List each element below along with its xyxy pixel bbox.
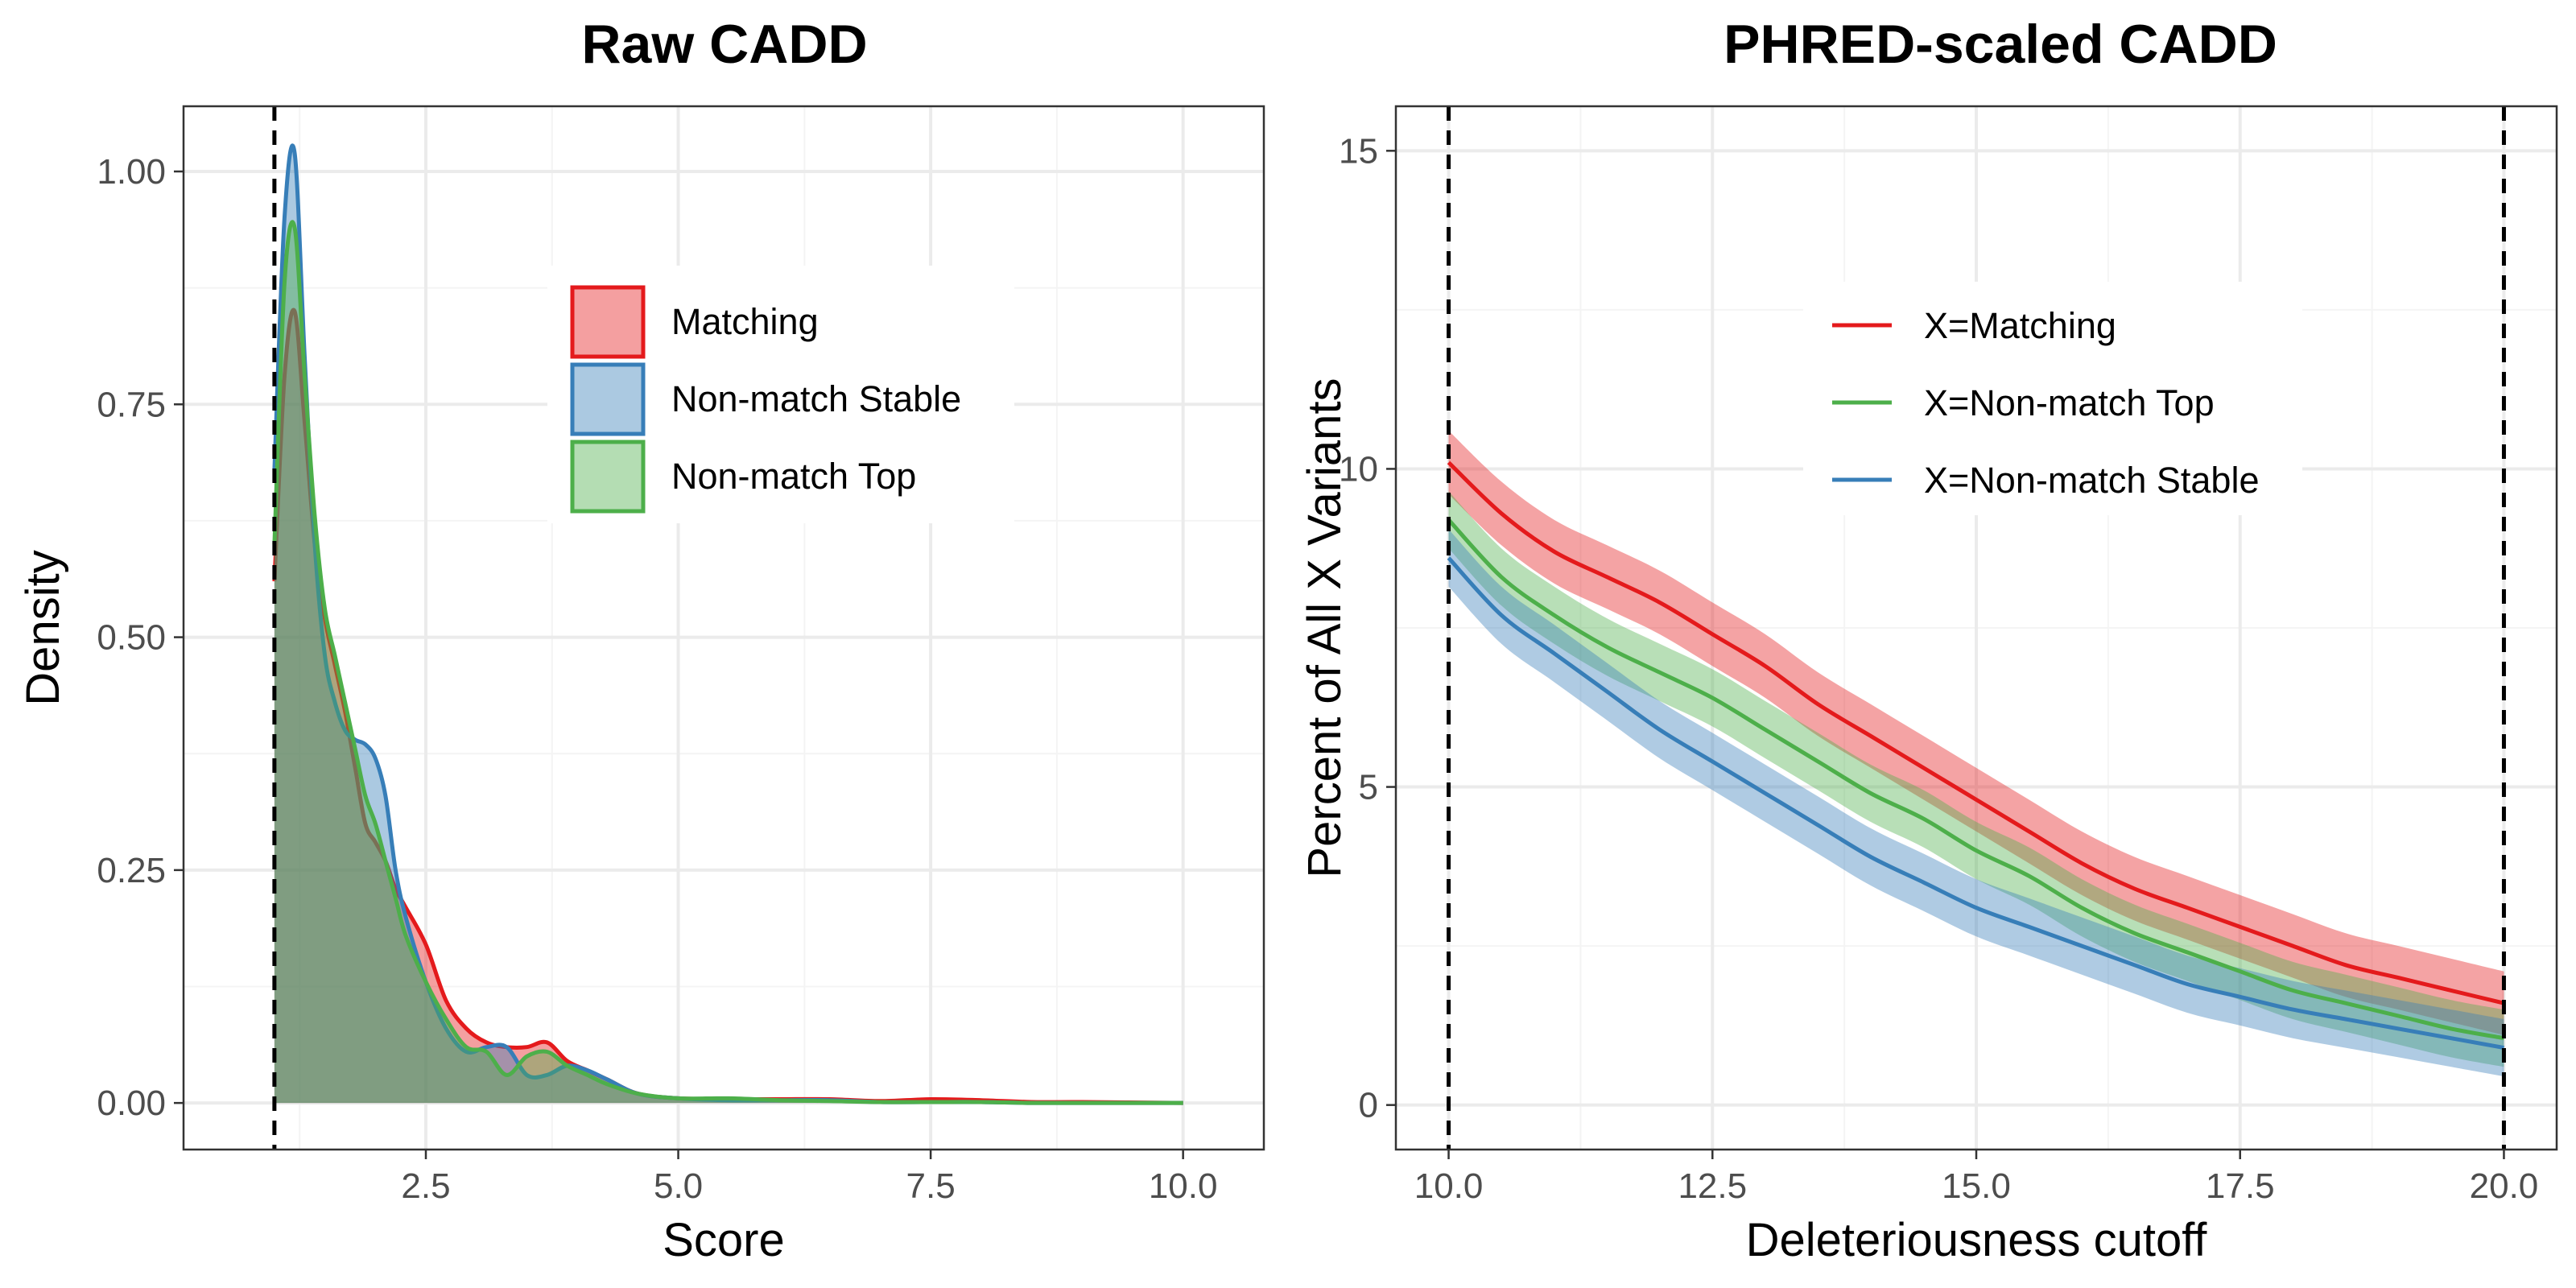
reference-lines-right <box>1447 106 2506 1150</box>
panel-title-left: Raw CADD <box>581 14 867 75</box>
plot-frame-left <box>182 105 1265 1151</box>
x-tick-label: 15.0 <box>1942 1166 2011 1206</box>
x-tick-label: 2.5 <box>401 1166 450 1206</box>
ci-band-2 <box>1448 529 2504 1077</box>
axis-ticks-left: 2.5 5.0 7.5 10.0 0.00 0.25 0.50 0.75 1.00 <box>97 152 1217 1206</box>
x-tick-label: 20.0 <box>2470 1166 2539 1206</box>
ci-band-1 <box>1448 491 2504 1067</box>
legend-label-1: Non-match Stable <box>671 378 961 419</box>
y-tick-label: 10 <box>1339 449 1378 489</box>
x-tick-label: 10.0 <box>1149 1166 1218 1206</box>
legend-background <box>1803 282 2302 515</box>
legend-key-1 <box>570 362 646 436</box>
confidence-bands <box>1448 431 2504 1077</box>
legend-label-1: X=Non-match Top <box>1924 382 2215 423</box>
legend-key-2 <box>570 440 646 514</box>
legend-key-0 <box>570 285 646 359</box>
legend-right: X=Matching X=Non-match Top X=Non-match Sta… <box>1803 282 2302 515</box>
y-tick-label: 0.00 <box>97 1084 166 1123</box>
y-tick-label: 0.50 <box>97 618 166 658</box>
ci-band-0 <box>1448 431 2504 1035</box>
density-area-1 <box>274 145 1183 1104</box>
panel-raw-cadd: Raw CADD 2.5 5.0 7.5 10.0 0.00 0.25 0.50 0.75 1.… <box>17 14 1265 1266</box>
legend-label-2: Non-match Top <box>671 456 916 497</box>
legend-background <box>547 266 1014 523</box>
x-tick-label: 7.5 <box>906 1166 956 1206</box>
legend-label-0: X=Matching <box>1924 305 2116 346</box>
percent-lines <box>1447 460 2505 1051</box>
density-areas <box>272 143 1183 1105</box>
y-tick-label: 5 <box>1359 768 1378 807</box>
y-axis-title-left: Density <box>17 550 69 705</box>
y-axis-title-right: Percent of All X Variants <box>1298 378 1351 877</box>
legend-label-0: Matching <box>671 301 819 342</box>
density-area-2 <box>274 221 1183 1104</box>
x-axis-title-right: Deleteriousness cutoff <box>1746 1214 2208 1266</box>
x-tick-label: 12.5 <box>1678 1166 1747 1206</box>
panel-phred-cadd: PHRED-scaled CADD 10.0 12.5 15.0 17.5 20.0 0 5… <box>1298 14 2558 1266</box>
x-tick-label: 17.5 <box>2206 1166 2275 1206</box>
legend-label-2: X=Non-match Stable <box>1924 460 2259 501</box>
y-tick-label: 0.75 <box>97 385 166 424</box>
y-tick-label: 1.00 <box>97 152 166 192</box>
series-line-2 <box>1447 556 2504 1051</box>
y-tick-label: 0 <box>1359 1086 1378 1125</box>
axis-ticks-right: 10.0 12.5 15.0 17.5 20.0 0 5 10 15 <box>1339 131 2538 1206</box>
density-area-0 <box>274 309 1183 1104</box>
x-axis-title-left: Score <box>663 1214 785 1266</box>
series-line-0 <box>1447 460 2505 1005</box>
y-tick-label: 0.25 <box>97 851 166 890</box>
legend-left: Matching Non-match Stable Non-match Top <box>547 266 1014 523</box>
y-tick-label: 15 <box>1339 131 1378 171</box>
density-line-2 <box>272 220 1183 1105</box>
series-line-1 <box>1447 518 2504 1041</box>
panel-title-right: PHRED-scaled CADD <box>1724 14 2277 75</box>
x-tick-label: 5.0 <box>654 1166 703 1206</box>
x-tick-label: 10.0 <box>1414 1166 1484 1206</box>
